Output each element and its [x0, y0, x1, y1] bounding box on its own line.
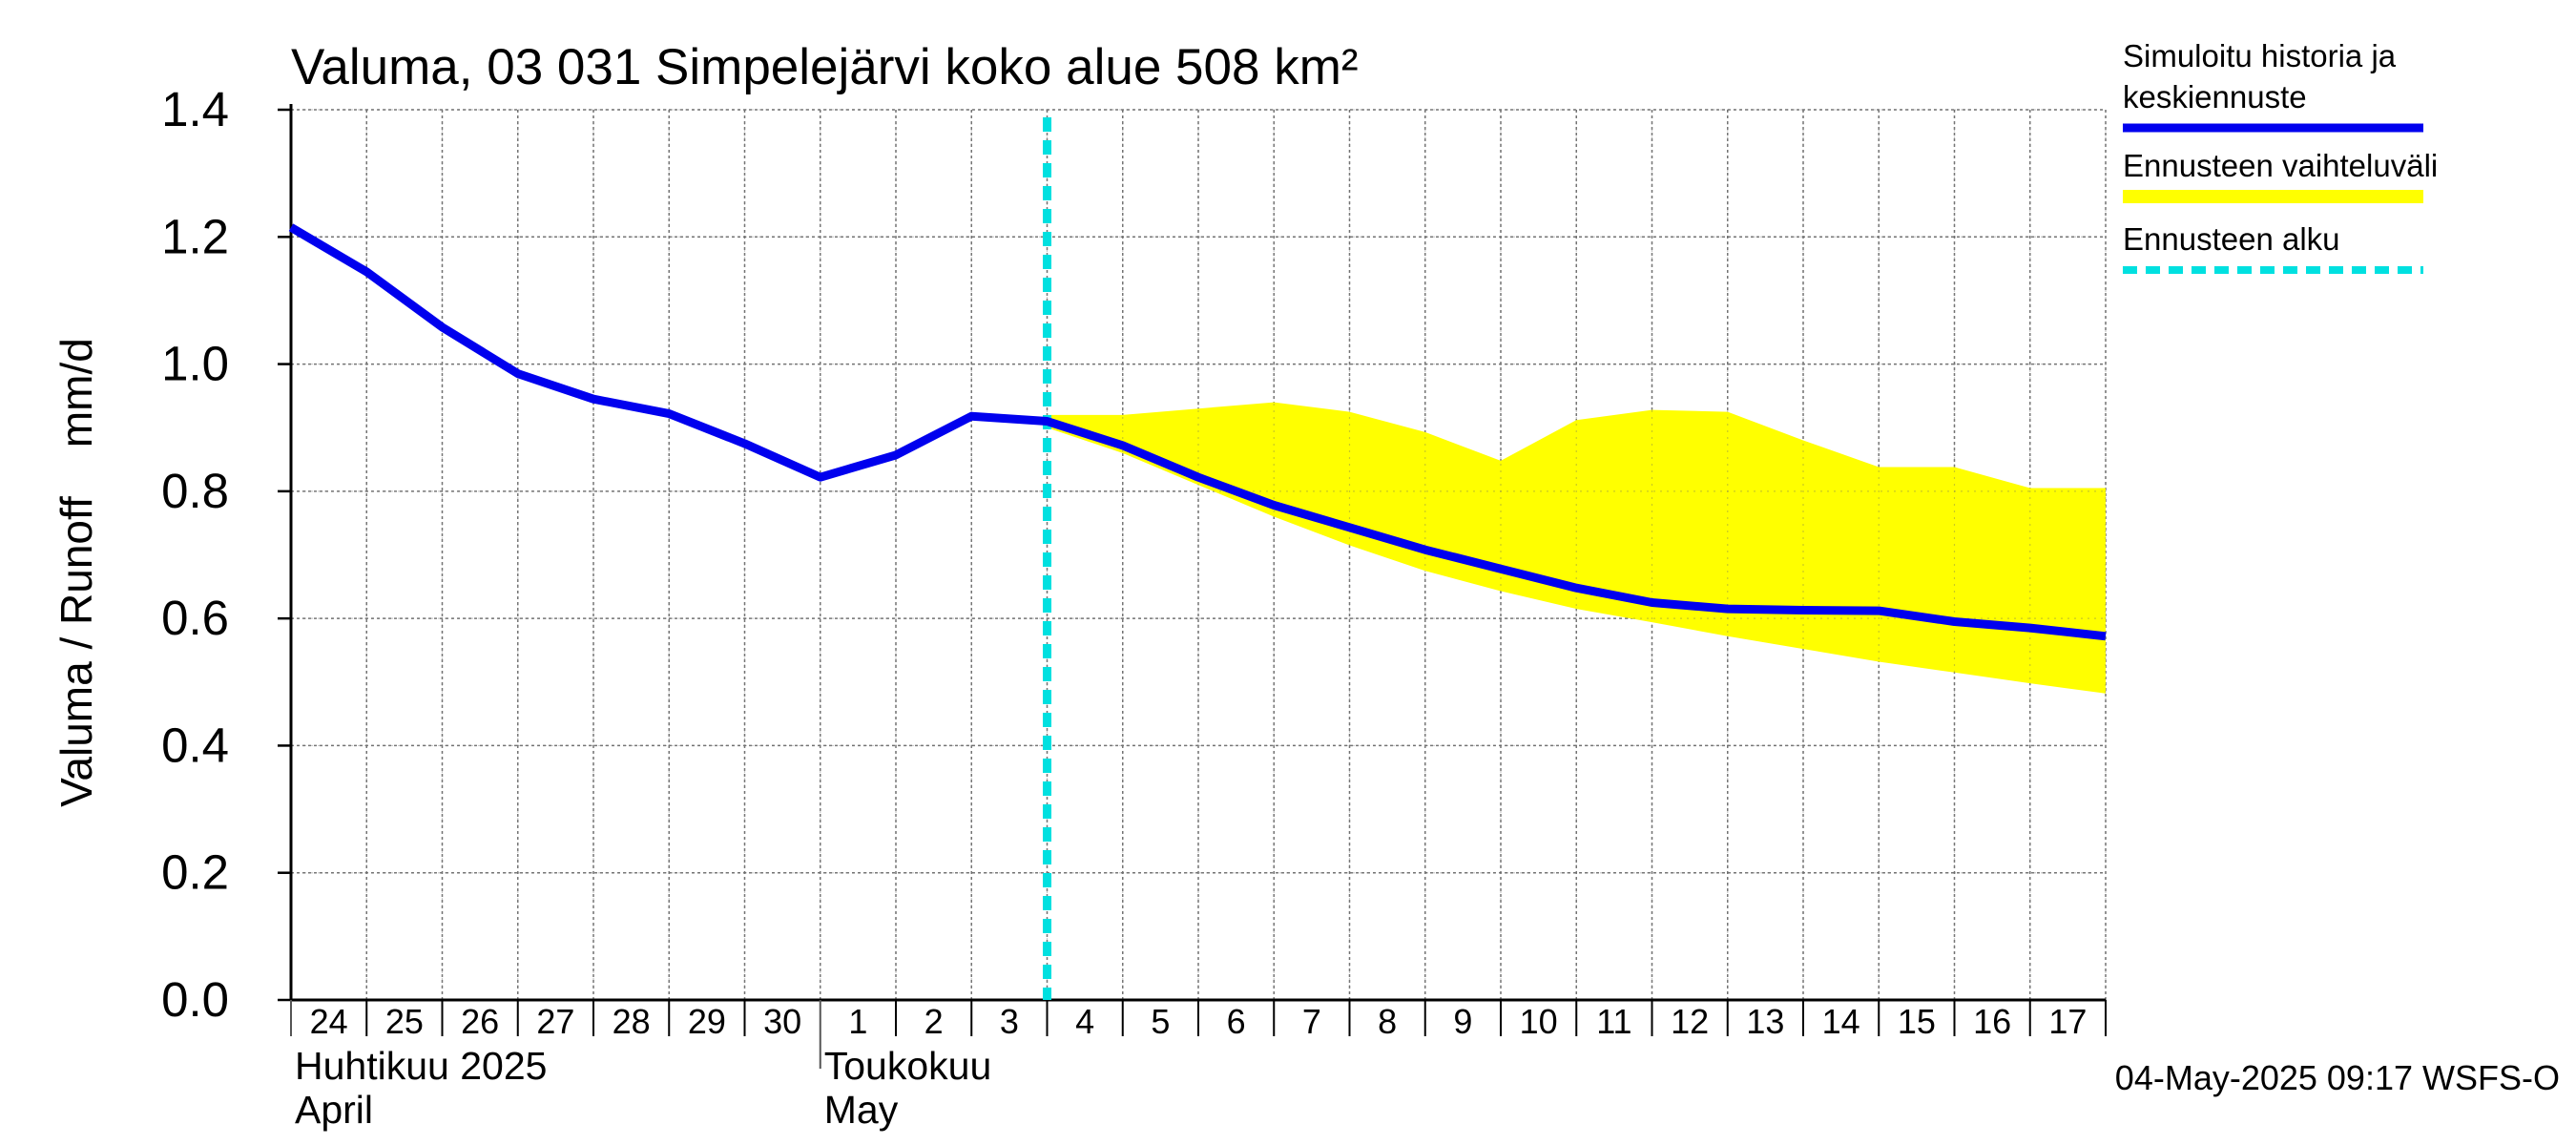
- footer-timestamp: 04-May-2025 09:17 WSFS-O: [2115, 1058, 2560, 1097]
- legend-label: keskiennuste: [2123, 79, 2307, 114]
- series: [288, 223, 2107, 641]
- x-tick-label: 24: [310, 1002, 348, 1041]
- x-tick-label: 15: [1898, 1002, 1936, 1041]
- y-tick-label: 1.0: [161, 337, 229, 391]
- x-tick-label: 14: [1822, 1002, 1860, 1041]
- x-tick-label: 2: [924, 1002, 944, 1041]
- x-tick-label: 27: [536, 1002, 574, 1041]
- y-tick-label: 0.2: [161, 845, 229, 900]
- x-tick-label: 1: [848, 1002, 867, 1041]
- x-tick-label: 9: [1453, 1002, 1472, 1041]
- chart-title: Valuma, 03 031 Simpelejärvi koko alue 50…: [291, 39, 1359, 95]
- y-axis-label: Valuma / Runoff mm/d: [52, 338, 101, 807]
- x-tick-label: 3: [1000, 1002, 1019, 1041]
- x-tick-label: 11: [1596, 1002, 1631, 1041]
- legend: Simuloitu historia ja keskiennuste Ennuste…: [2123, 38, 2438, 274]
- y-tick-label: 0.6: [161, 591, 229, 645]
- grid-overlay: [291, 109, 2107, 1000]
- legend-label: Simuloitu historia ja: [2123, 38, 2397, 73]
- x-tick-label: 16: [1973, 1002, 2011, 1041]
- x-tick-label: 12: [1671, 1002, 1709, 1041]
- x-tick-label: 29: [688, 1002, 726, 1041]
- month-label: Huhtikuu 2025: [295, 1044, 547, 1088]
- legend-label: Ennusteen vaihteluväli: [2123, 148, 2438, 183]
- x-tick-label: 7: [1302, 1002, 1321, 1041]
- x-tick-labels: 24 25 26 27 28 29 30 1 2 3 4 5 6 7 8 9 10 11 12 13 14 15 16 17: [310, 1002, 2088, 1041]
- month-label-en: May: [824, 1088, 899, 1132]
- axes: [278, 104, 2107, 1069]
- legend-label: Ennusteen alku: [2123, 221, 2340, 257]
- y-tick-label: 1.2: [161, 209, 229, 263]
- series-line: [288, 223, 2107, 641]
- y-tick-label: 0.8: [161, 464, 229, 518]
- y-tick-label: 0.4: [161, 718, 229, 772]
- x-tick-label: 6: [1227, 1002, 1246, 1041]
- x-tick-label: 5: [1151, 1002, 1170, 1041]
- x-tick-label: 13: [1746, 1002, 1784, 1041]
- x-tick-label: 26: [461, 1002, 499, 1041]
- y-tick-labels: 0.0 0.2 0.4 0.6 0.8 1.0 1.2 1.4: [161, 82, 229, 1027]
- x-tick-label: 17: [2048, 1002, 2087, 1041]
- x-tick-label: 30: [763, 1002, 801, 1041]
- month-label: Toukokuu: [824, 1044, 992, 1088]
- y-tick-label: 0.0: [161, 972, 229, 1027]
- forecast-band-area: [1047, 402, 2106, 694]
- y-tick-label: 1.4: [161, 82, 229, 136]
- x-tick-label: 4: [1075, 1002, 1094, 1041]
- x-tick-label: 28: [613, 1002, 651, 1041]
- x-tick-label: 25: [385, 1002, 424, 1041]
- forecast-range-band: [1047, 402, 2106, 694]
- x-tick-label: 8: [1378, 1002, 1397, 1041]
- x-tick-label: 10: [1520, 1002, 1558, 1041]
- month-label-en: April: [295, 1088, 373, 1132]
